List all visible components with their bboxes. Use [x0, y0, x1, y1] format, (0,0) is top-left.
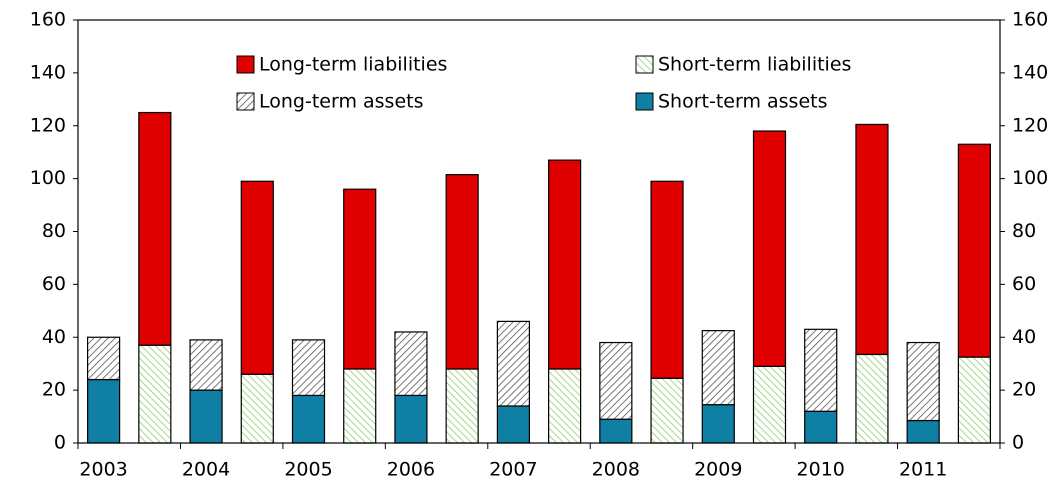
bar-segment	[343, 188, 377, 370]
bar-segment	[804, 328, 838, 412]
y2-tick-label: 20	[1012, 379, 1036, 401]
y2-tick-label: 120	[1012, 114, 1048, 136]
bar-segment	[701, 330, 735, 406]
y2-tick-label: 160	[1012, 9, 1048, 31]
bar-segment	[87, 378, 121, 444]
bar-segment	[394, 394, 428, 444]
y2-tick-label: 40	[1012, 326, 1036, 348]
legend-label: Short-term assets	[658, 91, 828, 113]
legend-swatch	[635, 55, 654, 74]
bar-segment	[291, 339, 326, 397]
y-tick-label: 140	[30, 61, 66, 83]
bar-segment	[855, 353, 889, 444]
bar-segment	[752, 130, 787, 367]
bar-segment	[548, 368, 582, 444]
bar-segment	[906, 419, 940, 444]
x-tick-label: 2003	[79, 459, 127, 481]
y-tick-label: 60	[42, 273, 66, 295]
bar-segment	[599, 341, 633, 420]
y-tick-label: 120	[30, 114, 66, 136]
bar-segment	[957, 356, 991, 444]
y2-tick-label: 0	[1012, 432, 1024, 454]
y2-tick-label: 100	[1012, 167, 1048, 189]
y-tick-label: 20	[42, 379, 66, 401]
bar-segment	[496, 320, 530, 407]
bar-segment	[445, 368, 479, 444]
y2-tick-label: 140	[1012, 61, 1048, 83]
x-tick-label: 2004	[182, 459, 230, 481]
bar-segment	[701, 404, 735, 444]
bar-segment	[599, 418, 633, 444]
bar-segment	[240, 180, 274, 375]
x-tick-label: 2008	[592, 459, 640, 481]
y-tick-label: 100	[30, 167, 66, 189]
bar-segment	[87, 336, 121, 381]
bar-segment	[496, 405, 530, 444]
bar-segment	[138, 111, 172, 346]
y2-tick-label: 60	[1012, 273, 1036, 295]
bar-segment	[138, 344, 172, 444]
bar-segment	[445, 174, 479, 370]
bar-segment	[804, 410, 838, 444]
legend-label: Short-term liabilities	[658, 54, 851, 76]
legend-swatch	[236, 92, 255, 111]
y-tick-label: 80	[42, 220, 66, 242]
bar-segment	[957, 143, 991, 358]
bar-segment	[189, 389, 223, 444]
x-tick-label: 2010	[797, 459, 845, 481]
legend-label: Long-term liabilities	[259, 54, 447, 76]
bar-segment	[189, 339, 223, 391]
y2-tick-label: 80	[1012, 220, 1036, 242]
x-tick-label: 2007	[489, 459, 537, 481]
y-tick-label: 160	[30, 9, 66, 31]
bar-segment	[752, 365, 787, 444]
bar-segment	[548, 159, 582, 370]
bar-segment	[650, 377, 684, 444]
x-tick-label: 2009	[694, 459, 742, 481]
x-tick-label: 2005	[284, 459, 332, 481]
bar-segment	[343, 368, 377, 444]
legend-swatch	[236, 55, 255, 74]
x-tick-label: 2006	[387, 459, 435, 481]
y-tick-label: 40	[42, 326, 66, 348]
legend-label: Long-term assets	[259, 91, 423, 113]
legend-swatch	[635, 92, 654, 111]
bar-segment	[240, 373, 274, 444]
bar-segment	[394, 331, 428, 397]
y-tick-label: 0	[54, 432, 66, 454]
bar-segment	[906, 341, 940, 422]
x-tick-label: 2011	[899, 459, 947, 481]
bar-segment	[291, 394, 326, 444]
bar-segment	[855, 123, 889, 356]
bar-segment	[650, 180, 684, 379]
plot-frame	[77, 19, 1001, 444]
